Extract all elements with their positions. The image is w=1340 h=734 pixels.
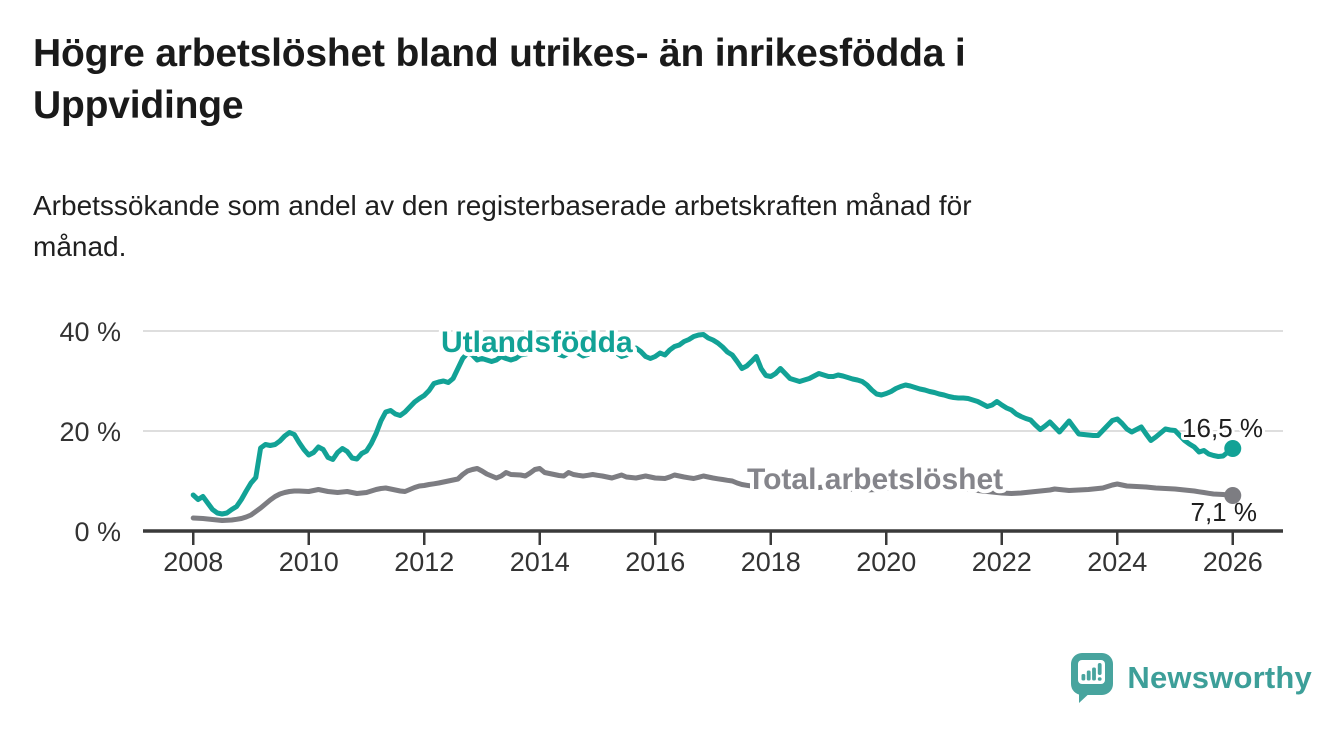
x-tick-label: 2022 [972,547,1032,577]
endpoint-dots [1224,440,1242,504]
end-value-label-utlandsfodda: 16,5 % [1182,413,1263,443]
x-tick-label: 2018 [741,547,801,577]
page-title: Högre arbetslöshet bland utrikes- än inr… [33,32,966,127]
gridlines [143,330,1283,432]
series-label-utlandsfodda: Utlandsfödda [441,326,633,359]
line-total-arbetsloshet [190,466,1236,523]
x-tick-label: 2008 [163,547,223,577]
x-tick-label: 2020 [856,547,916,577]
annotations: Utlandsfödda Total arbetslöshet 16,5 % 7… [437,322,1266,530]
data-lines [190,332,1236,523]
endpoint-dot [1224,440,1242,457]
x-tick-label: 2016 [625,547,685,577]
endpoint-dot [1224,487,1242,504]
x-tick-label: 2012 [394,547,454,577]
newsworthy-logo-icon [1071,653,1114,703]
chart-subtitle: Arbetssökande som andel av den registerb… [33,190,972,262]
x-tick-label: 2014 [510,547,570,577]
x-tick-label: 2026 [1203,547,1263,577]
x-tick-label: 2010 [279,547,339,577]
end-value-label-total: 7,1 % [1191,497,1258,527]
series-label-total-arbetsloshet: Total arbetslöshet [747,463,1003,496]
axes: 0 % 20 % 40 % 2008 2010 2012 2014 2016 2018 2020 2… [59,317,1283,577]
newsworthy-logo-text: Newsworthy [1127,660,1312,695]
y-tick-label: 20 % [59,417,121,447]
line-utlandsfodda [190,332,1236,517]
y-tick-label: 0 % [74,517,121,547]
x-tick-label: 2024 [1087,547,1147,577]
newsworthy-branding: Newsworthy [1069,652,1312,704]
y-tick-label: 40 % [59,317,121,347]
